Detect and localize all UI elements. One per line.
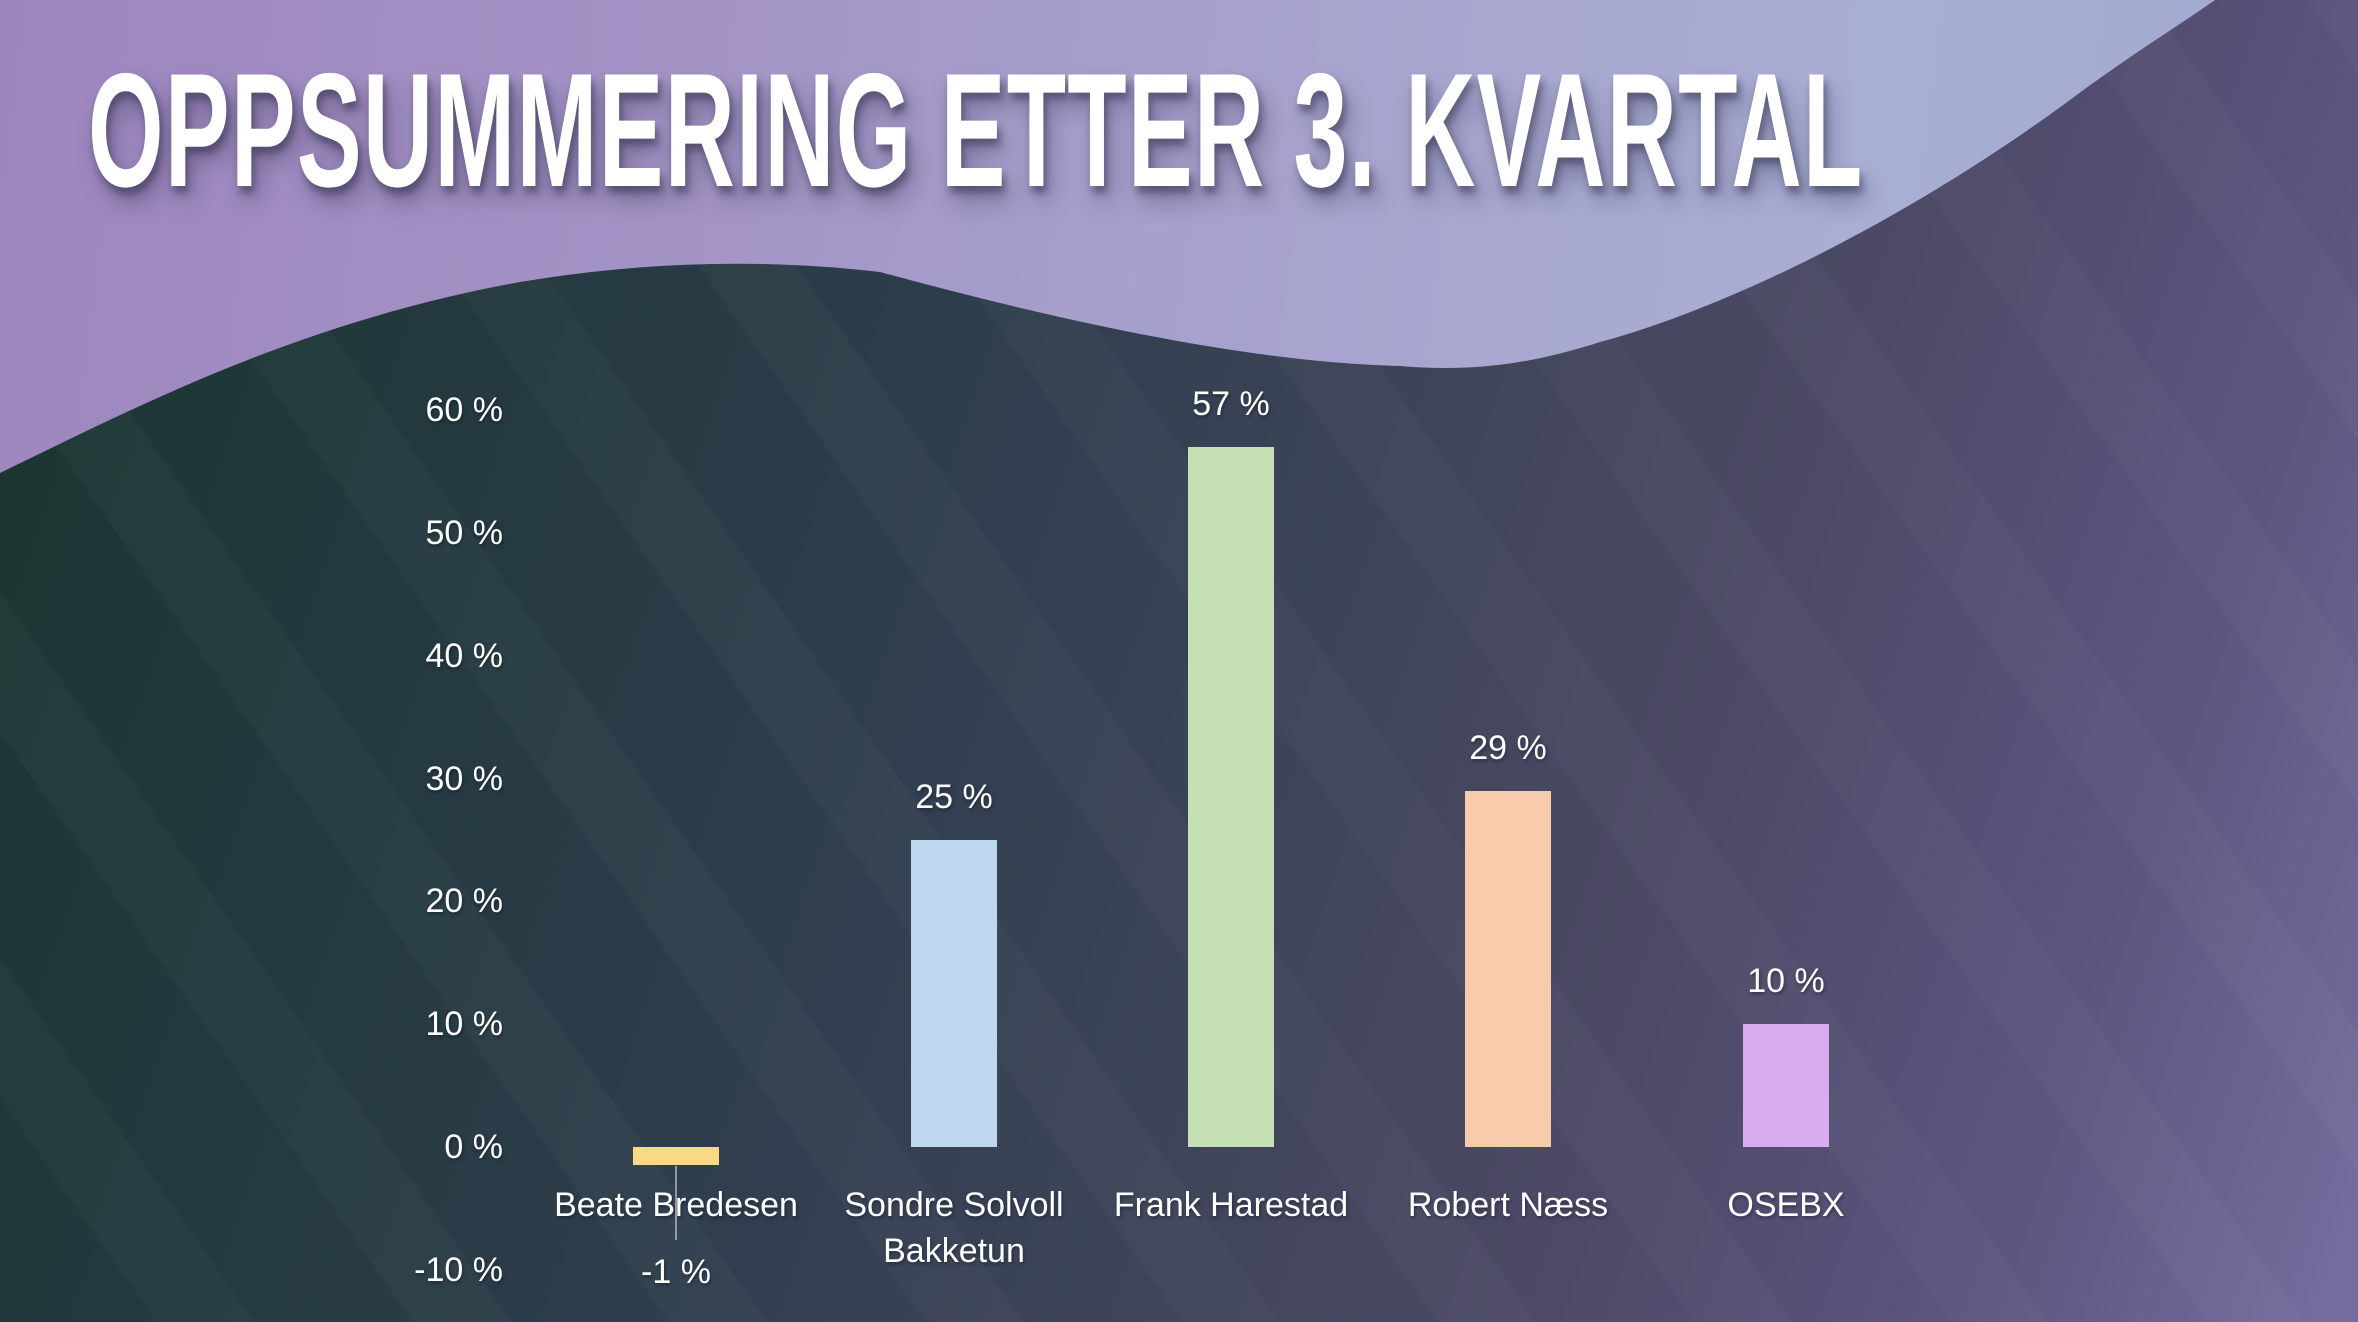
data-label-robert-naess: 29 % <box>1469 729 1547 767</box>
bar-beate-bredesen <box>633 1147 719 1165</box>
bar-frank-harestad <box>1188 447 1274 1147</box>
y-axis-tick-label: 40 % <box>425 636 504 675</box>
category-label-osebx: OSEBX <box>1727 1186 1845 1224</box>
y-axis-tick-label: 10 % <box>425 1005 504 1044</box>
data-label-beate-bredesen: -1 % <box>641 1253 711 1291</box>
data-label-osebx: 10 % <box>1747 962 1825 1000</box>
data-label-frank-harestad: 57 % <box>1192 385 1270 423</box>
y-axis-tick-label: 50 % <box>425 513 504 552</box>
axis-tick-line <box>675 1166 677 1240</box>
y-axis-tick-label: 20 % <box>425 882 504 921</box>
category-label-frank-harestad: Frank Harestad <box>1113 1186 1349 1224</box>
y-axis-tick-label: -10 % <box>414 1250 503 1289</box>
bar-osebx <box>1743 1024 1829 1147</box>
y-axis-tick-label: 0 % <box>444 1128 503 1166</box>
bar-sondre-solvoll-bakketun <box>911 840 997 1147</box>
slide-title: OPPSUMMERING ETTER 3. KVARTAL <box>88 40 1864 221</box>
data-label-sondre-solvoll-bakketun: 25 % <box>915 778 993 816</box>
category-label-robert-naess: Robert Næss <box>1407 1186 1609 1224</box>
y-axis-tick-label: 60 % <box>425 391 504 430</box>
bar-robert-naess <box>1465 791 1551 1147</box>
category-label-sondre-solvoll-bakketun: Sondre Solvoll Bakketun <box>844 1186 1064 1270</box>
y-axis-tick-label: 30 % <box>425 759 504 798</box>
